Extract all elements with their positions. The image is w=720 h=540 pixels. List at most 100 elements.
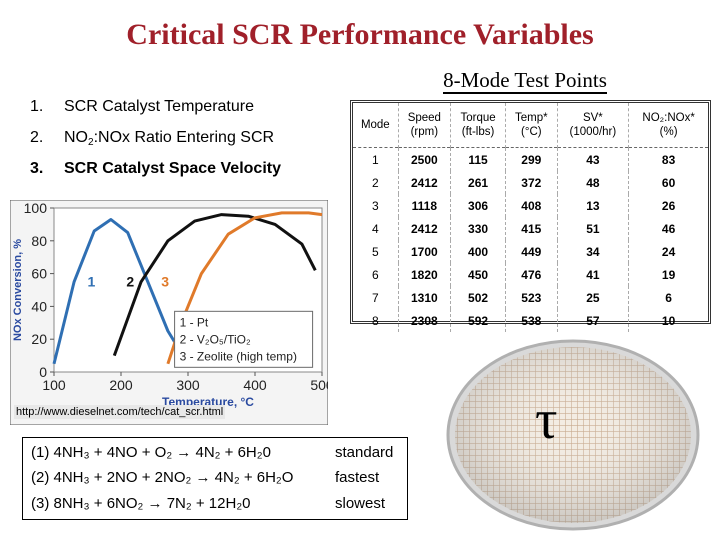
y-tick-label: 60 [31,266,47,282]
source-url[interactable]: http://www.dieselnet.com/tech/cat_scr.ht… [14,405,226,419]
catalyst-monolith-image [446,339,700,531]
reaction-rate-label: slowest [335,495,386,512]
value-cell: 592 [450,309,507,332]
table-row: 2 2412 261 372 48 60 [353,171,708,194]
value-cell: 372 [505,171,558,194]
value-cell: 57 [557,309,630,332]
value-cell: 538 [505,309,558,332]
variable-number: 2. [30,129,44,146]
value-cell: 299 [505,147,558,171]
chart-svg: 020406080100100200300400500Temperature, … [10,200,328,425]
value-cell: 6 [665,290,672,305]
header-line: Mode [360,119,390,131]
value-cell: 1310 [398,286,452,309]
curve-label: 2 [126,274,134,290]
curve-label: 1 [88,274,96,290]
mode-cell: 3 [353,194,399,217]
table-header-cell: Mode [353,103,399,148]
series-line [52,218,190,365]
value-cell: 1118 [398,194,452,217]
variable-number: 3. [30,160,44,177]
reaction-2: (2) 4NH₃ + 2NO + 2NO₂ → 4N₂ + 6H₂O fastes… [31,469,379,486]
y-tick-label: 80 [31,233,47,249]
value-cell: 34 [557,240,630,263]
variable-text: NO2:NOx Ratio Entering SCR [64,129,275,148]
table-subtitle: 8-Mode Test Points [420,68,630,94]
table-row: 8 2308 592 538 57 10 [353,309,708,332]
table-row: 3 1118 306 408 13 26 [353,194,708,217]
mode-cell: 2 [353,171,399,194]
table-header-cell: NO₂:NOx* (%) [629,103,708,148]
value-cell: 2500 [398,147,452,171]
value-cell: 41 [557,263,630,286]
value-cell: 2412 [398,171,452,194]
header-line: (°C) [521,126,542,138]
reaction-1: (1) 4NH₃ + 4NO + O₂ → 4N₂ + 6H₂0 standard [31,444,393,461]
value-cell: 2412 [398,217,452,240]
value-cell: 400 [450,240,507,263]
value-cell: 1820 [398,263,452,286]
reaction-equation: (3) 8NH₃ + 6NO₂ → 7N₂ + 12H₂0 [31,495,251,512]
chart-legend [174,310,314,368]
y-tick-label: 0 [39,364,47,380]
value-cell: 48 [557,171,630,194]
value-cell: 449 [505,240,558,263]
variable-item: 1. SCR Catalyst Temperature [30,98,350,129]
table-row: 7 1310 502 523 25 6 [353,286,708,309]
table-header-cell: Temp* (°C) [505,103,558,148]
table-row: 4 2412 330 415 51 46 [353,217,708,240]
value-cell: 261 [450,171,507,194]
variable-item: 2. NO2:NOx Ratio Entering SCR [30,129,350,160]
legend-entry: 2 - V₂O₅/TiO₂ [180,332,251,346]
value-cell: 13 [557,194,630,217]
table-header-cell: Torque (ft-lbs) [450,103,507,148]
value-cell: 502 [450,286,507,309]
table-row: 5 1700 400 449 34 24 [353,240,708,263]
mode-cell: 8 [353,309,399,332]
mode-cell: 7 [353,286,399,309]
y-axis-label: NOx Conversion, % [12,239,24,341]
reaction-3: (3) 8NH₃ + 6NO₂ → 7N₂ + 12H₂0 slowest [31,495,385,512]
nox-conversion-chart: 020406080100100200300400500Temperature, … [10,200,328,425]
variable-text-part: :NOx Ratio Entering SCR [93,129,275,146]
mode-cell: 1 [353,147,399,171]
reactions-box: (1) 4NH₃ + 4NO + O₂ → 4N₂ + 6H₂0 standard… [22,437,408,520]
value-cell: 415 [505,217,558,240]
value-cell: 83 [628,147,708,171]
variables-list: 1. SCR Catalyst Temperature 2. NO2:NOx R… [30,98,350,191]
variable-number: 1. [30,98,44,115]
y-tick-label: 20 [31,331,47,347]
value-cell: 1700 [398,240,452,263]
value-cell: 26 [661,198,676,213]
variable-text-part: NO [64,129,88,146]
value-cell: 115 [450,147,507,171]
value-cell: 51 [557,217,630,240]
curve-label: 3 [161,274,169,290]
header-line: (ft-lbs) [461,126,495,138]
value-cell: 450 [450,263,507,286]
variable-subscript: 2 [88,137,94,148]
reaction-rate-label: standard [335,444,394,461]
value-cell: 43 [557,147,630,171]
test-points-table: Mode Speed (rpm) Torque (ft-lbs) Temp* (°C) SV*… [350,100,711,332]
x-tick-label: 500 [310,377,328,393]
x-tick-label: 100 [42,377,66,393]
reaction-equation: (2) 4NH₃ + 2NO + 2NO₂ → 4N₂ + 6H₂O [31,469,294,486]
header-line: Torque [460,112,496,124]
header-line: (%) [659,126,678,138]
tau-symbol: τ [535,389,558,451]
legend-entry: 1 - Pt [180,315,209,329]
value-cell: 60 [661,175,676,190]
x-tick-label: 200 [109,377,133,393]
value-cell: 523 [505,286,558,309]
table-row: 1 2500 115 299 43 83 [353,147,708,171]
y-tick-label: 100 [24,200,48,216]
table-header-cell: Speed (rpm) [398,103,452,148]
value-cell: 306 [450,194,507,217]
mode-cell: 4 [353,217,399,240]
value-cell: 24 [661,244,676,259]
header-line: NO₂:NOx* [642,112,695,124]
value-cell: 476 [505,263,558,286]
mode-cell: 6 [353,263,399,286]
x-tick-label: 400 [243,377,267,393]
